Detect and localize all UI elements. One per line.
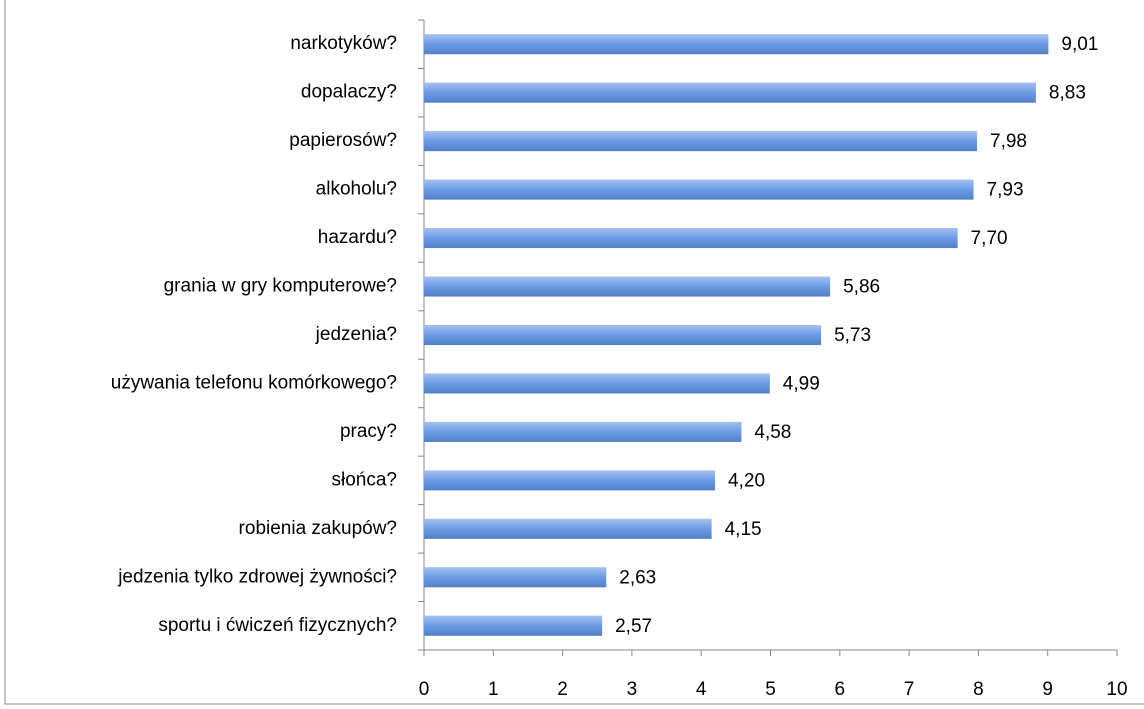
x-tick-label: 0 xyxy=(419,679,430,700)
y-tick-label: pracy? xyxy=(340,421,397,442)
bar-shine xyxy=(424,276,831,297)
x-tick-label: 2 xyxy=(557,679,568,700)
data-label: 2,63 xyxy=(619,567,656,588)
data-label: 7,93 xyxy=(987,180,1024,201)
x-tick-label: 6 xyxy=(835,679,846,700)
x-tick-label: 3 xyxy=(627,679,638,700)
bar-shine xyxy=(424,82,1036,103)
x-tick-label: 10 xyxy=(1106,679,1127,700)
bar-shine xyxy=(424,34,1049,55)
bar-shine xyxy=(424,228,958,249)
y-tick-label: jedzenia tylko zdrowej żywności? xyxy=(117,566,397,587)
x-tick-label: 4 xyxy=(696,679,707,700)
bar-shine xyxy=(424,470,716,491)
y-tick-label: sportu i ćwiczeń fizycznych? xyxy=(158,615,397,636)
chart-border xyxy=(4,0,1144,705)
x-tick-label: 8 xyxy=(973,679,984,700)
y-tick-label: alkoholu? xyxy=(316,179,397,200)
data-label: 5,73 xyxy=(834,325,871,346)
bar-shine xyxy=(424,421,742,442)
y-tick-label: używania telefonu komórkowego? xyxy=(111,372,397,393)
x-tick-label: 1 xyxy=(488,679,499,700)
x-tick-label: 9 xyxy=(1042,679,1053,700)
bar-shine xyxy=(424,325,822,345)
y-tick-label: dopalaczy? xyxy=(301,82,397,103)
y-tick-label: hazardu? xyxy=(318,227,397,248)
data-label: 5,86 xyxy=(843,277,880,298)
data-label: 9,01 xyxy=(1061,34,1098,55)
data-label: 8,83 xyxy=(1049,83,1086,104)
x-tick-label: 7 xyxy=(904,679,915,700)
bar-shine xyxy=(424,373,770,394)
y-tick-label: grania w gry komputerowe? xyxy=(164,276,397,297)
data-label: 7,98 xyxy=(990,131,1027,152)
bar-shine xyxy=(424,131,978,152)
y-tick-label: słońca? xyxy=(332,469,398,490)
y-tick-label: jedzenia? xyxy=(315,324,397,345)
data-label: 2,57 xyxy=(615,616,652,637)
data-label: 4,15 xyxy=(725,519,762,540)
bar-shine xyxy=(424,179,974,200)
y-tick-label: papierosów? xyxy=(289,130,397,151)
bar-shine xyxy=(424,567,607,588)
x-tick-label: 5 xyxy=(765,679,776,700)
data-label: 4,58 xyxy=(754,422,791,443)
data-label: 7,70 xyxy=(971,228,1008,249)
y-tick-label: narkotyków? xyxy=(290,33,397,54)
data-label: 4,20 xyxy=(728,470,765,491)
bar-shine xyxy=(424,615,603,636)
data-label: 4,99 xyxy=(783,373,820,394)
y-tick-label: robienia zakupów? xyxy=(239,518,397,539)
bar-shine xyxy=(424,518,712,539)
